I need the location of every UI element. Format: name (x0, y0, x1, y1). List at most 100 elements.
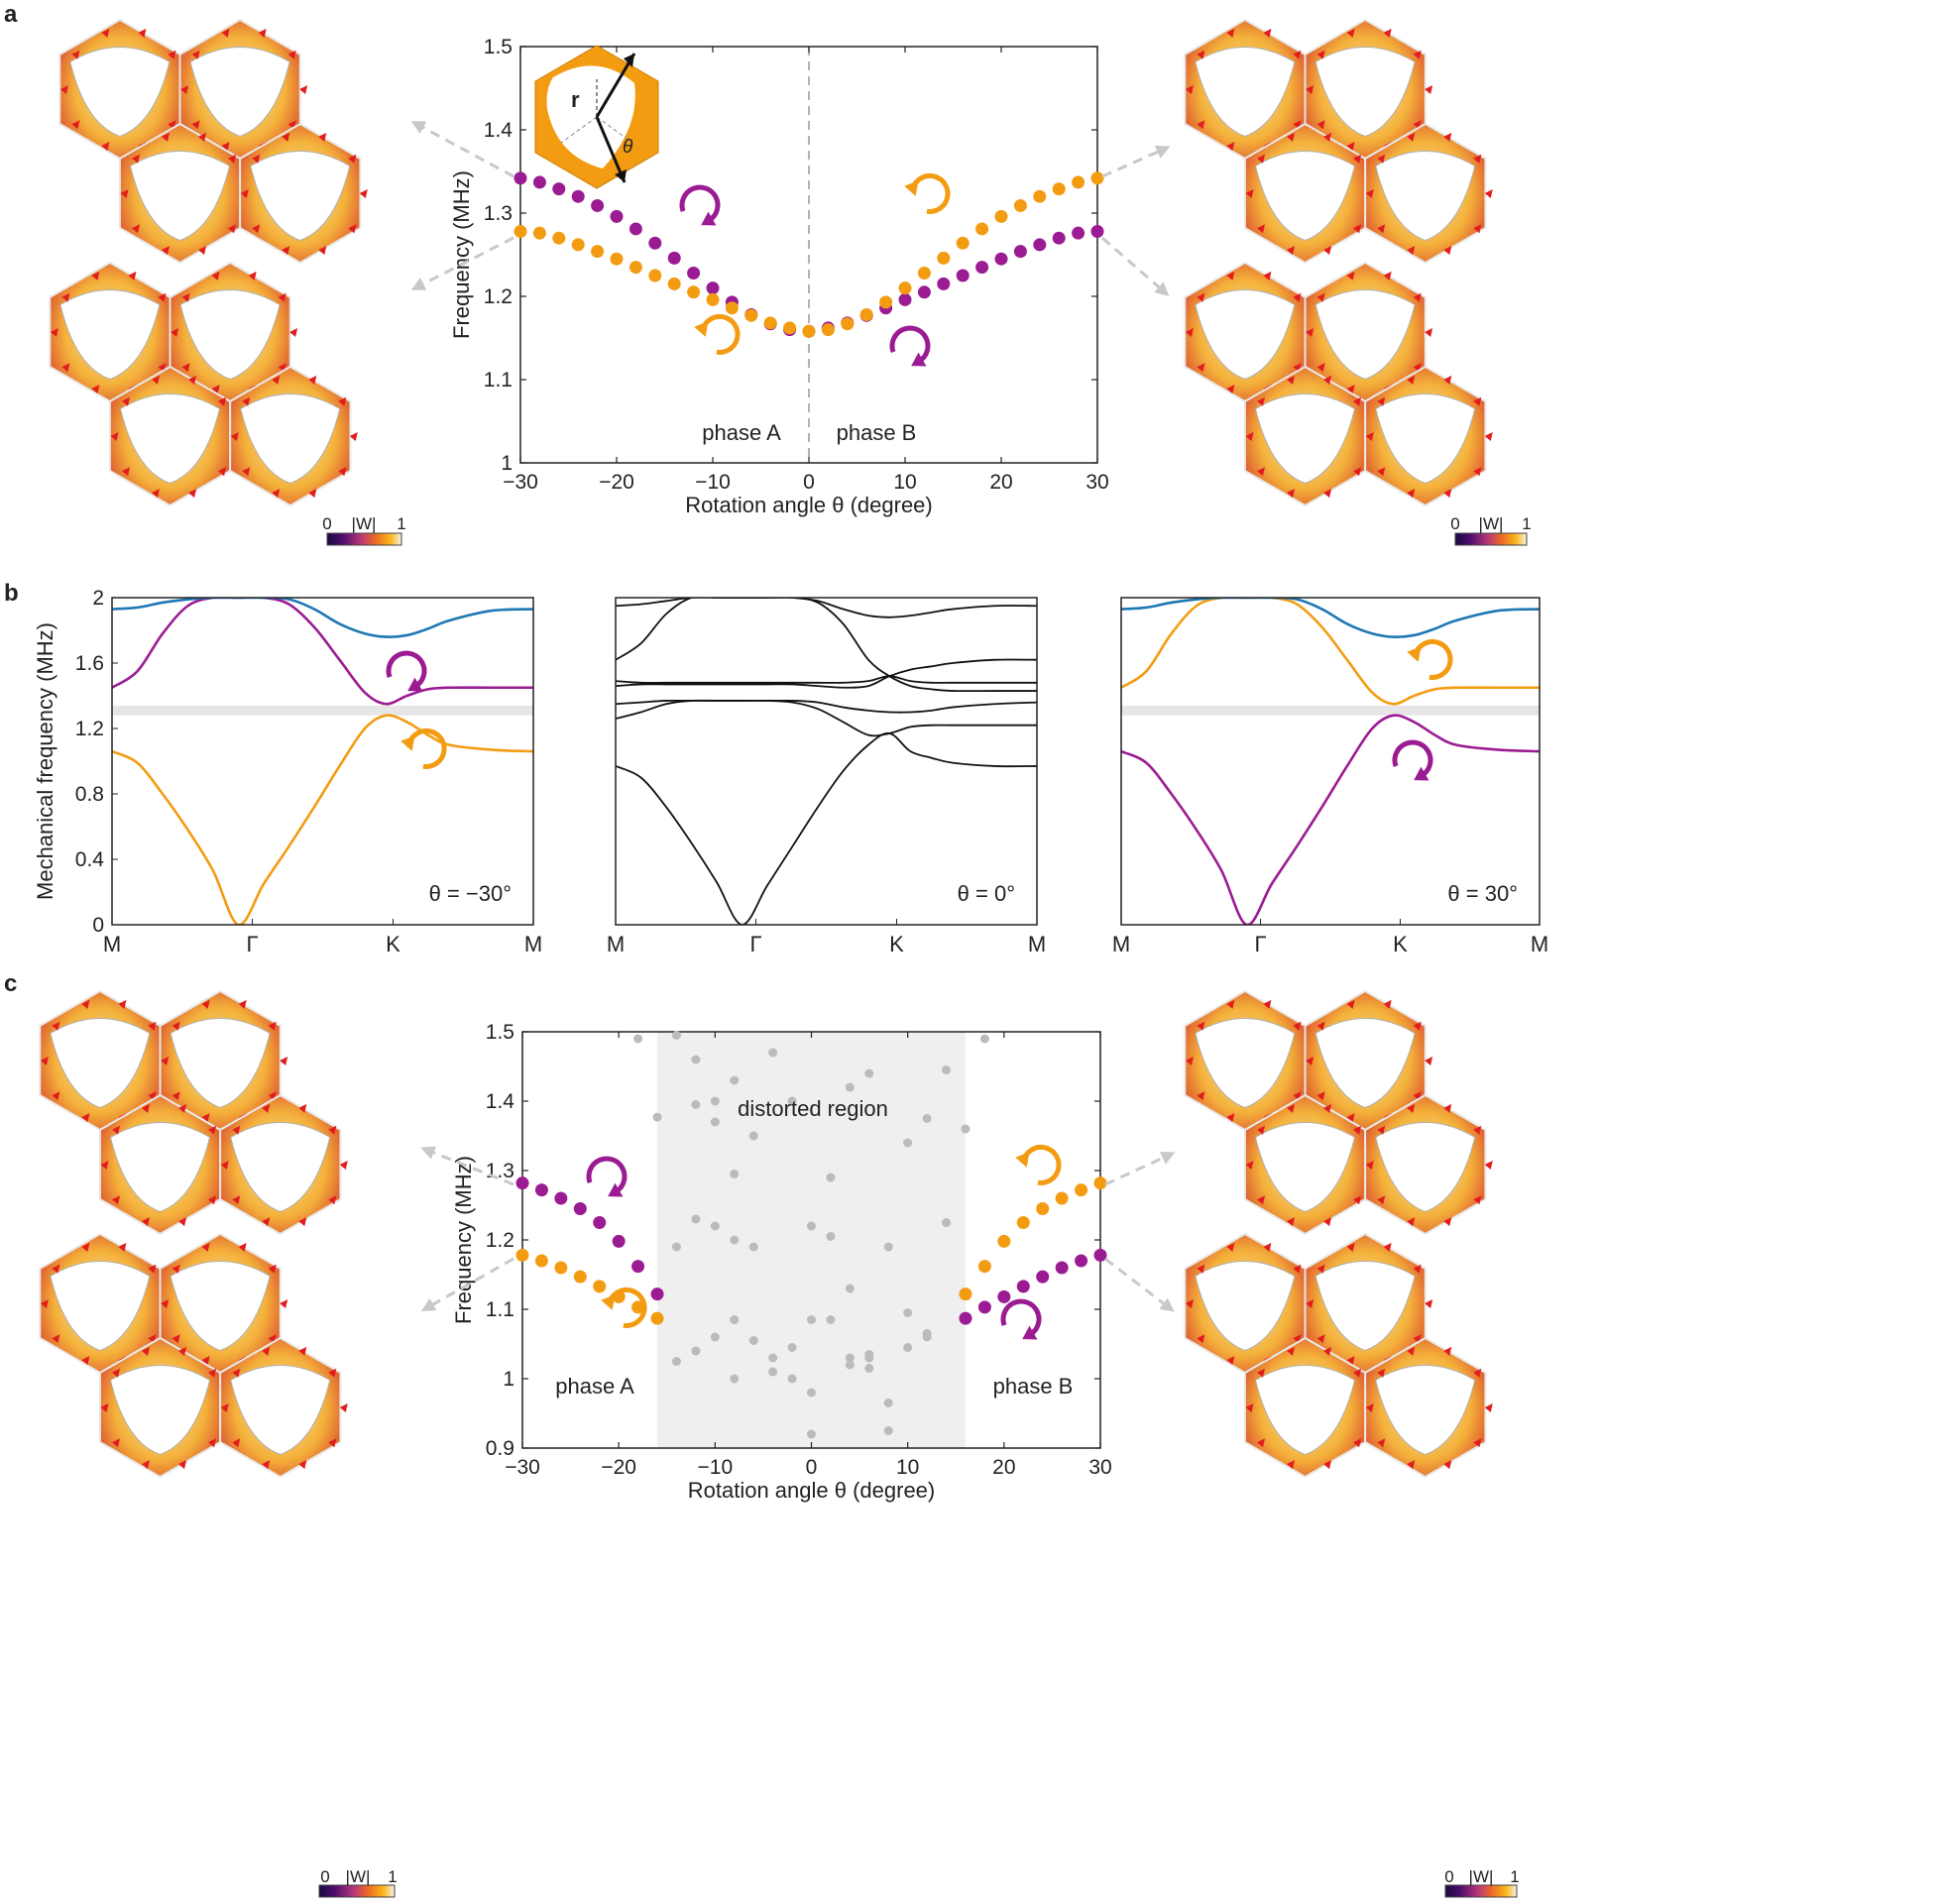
data-point (922, 1332, 932, 1342)
field-hole (1314, 289, 1416, 381)
inset-theta-label: θ (623, 137, 633, 158)
displacement-arrow (1256, 154, 1265, 164)
displacement-arrow (1286, 489, 1295, 499)
displacement-arrow (1353, 1195, 1362, 1205)
displacement-arrow (339, 1161, 348, 1170)
displacement-arrow (1226, 142, 1235, 152)
displacement-arrow (1353, 1125, 1362, 1135)
displacement-arrow (1256, 1438, 1265, 1448)
displacement-arrow (1413, 292, 1422, 302)
rotation-icon-purple (586, 1156, 628, 1197)
rotation-icon-purple (1000, 1298, 1042, 1340)
data-point (671, 1357, 681, 1366)
colorbar-max: 1 (388, 1867, 397, 1886)
x-tick-label: 30 (1088, 1456, 1111, 1479)
displacement-arrow (1263, 999, 1272, 1009)
data-point (994, 252, 1008, 266)
mode-field-c-left-lower (39, 1232, 348, 1479)
x-tick-label: K (1393, 932, 1408, 956)
data-point (532, 226, 546, 240)
data-point (898, 292, 912, 306)
displacement-arrow (258, 28, 267, 38)
displacement-arrow (1245, 189, 1254, 198)
rotation-icon-orange (1015, 1145, 1062, 1185)
displacement-arrow (111, 1125, 120, 1135)
field-hole (1195, 1018, 1296, 1109)
data-point (807, 1388, 816, 1398)
data-point (787, 1374, 797, 1384)
displacement-arrow (1473, 224, 1482, 234)
data-point (671, 1242, 681, 1252)
displacement-arrow (238, 1242, 247, 1252)
data-point (667, 251, 681, 265)
series-gray_point (633, 1031, 989, 1439)
displacement-arrow (1286, 1346, 1295, 1356)
x-tick-label: M (1531, 932, 1548, 956)
colorbar-label: |W| (352, 514, 377, 533)
data-point (691, 1100, 701, 1109)
displacement-arrow (1197, 292, 1205, 302)
displacement-arrow (1346, 28, 1355, 38)
data-point (730, 1235, 740, 1245)
field-hole (129, 151, 231, 242)
field-hole (230, 1365, 331, 1456)
annotation-phase-a: phase A (555, 1374, 634, 1399)
displacement-arrow (220, 1161, 229, 1170)
data-point (1093, 1248, 1107, 1262)
mode-field-a-right-upper (1184, 18, 1493, 265)
displacement-arrow (1197, 1091, 1205, 1101)
rotation-arc (700, 313, 741, 355)
displacement-arrow (52, 1334, 60, 1344)
displacement-arrow (1293, 292, 1302, 302)
data-point (725, 301, 739, 315)
displacement-arrow (100, 1403, 109, 1412)
field-hole (1254, 1122, 1356, 1213)
displacement-arrow (1316, 1264, 1325, 1274)
displacement-arrow (1306, 1057, 1314, 1065)
displacement-arrow (262, 1103, 271, 1113)
displacement-arrow (1226, 1113, 1235, 1123)
x-tick-label: −20 (599, 471, 634, 494)
displacement-arrow (188, 489, 197, 499)
displacement-arrow (1197, 1021, 1205, 1031)
data-point (787, 1343, 797, 1352)
x-tick-label: 20 (989, 471, 1012, 494)
data-point (1090, 171, 1104, 185)
data-point (687, 266, 701, 280)
data-point (768, 1048, 778, 1058)
displacement-arrow (1306, 1299, 1314, 1308)
data-point (514, 171, 527, 185)
displacement-arrow (81, 1356, 90, 1366)
displacement-arrow (1413, 1264, 1422, 1274)
data-point (571, 238, 585, 252)
displacement-arrow (308, 489, 317, 499)
colorbar-max: 1 (397, 514, 405, 533)
displacement-arrow (252, 224, 261, 234)
field-hole (1375, 1122, 1476, 1213)
data-point (691, 1055, 701, 1064)
displacement-arrow (1293, 1264, 1302, 1274)
rotation-arrowhead (1015, 1152, 1030, 1168)
displacement-arrow (161, 132, 170, 142)
data-point (534, 1183, 548, 1197)
displacement-arrow (1383, 1242, 1392, 1252)
displacement-arrow (1323, 1103, 1332, 1113)
displacement-arrow (1185, 1057, 1194, 1065)
displacement-arrow (61, 363, 70, 373)
rotation-arc (1413, 638, 1453, 680)
displacement-arrow (262, 1346, 271, 1356)
annotation-phase-a: phase A (702, 420, 781, 445)
displacement-arrow (121, 467, 130, 477)
rotation-icon-purple (889, 325, 931, 367)
data-point (917, 266, 931, 280)
displacement-arrow (1245, 1403, 1254, 1412)
displacement-arrow (232, 1195, 241, 1205)
data-point (1052, 231, 1066, 245)
displacement-arrow (1323, 1217, 1332, 1227)
data-point (903, 1138, 913, 1148)
data-point (691, 1214, 701, 1224)
displacement-arrow (1377, 1438, 1386, 1448)
data-point (748, 1242, 758, 1252)
displacement-arrow (338, 467, 347, 477)
rotation-icon-orange (601, 1288, 647, 1328)
